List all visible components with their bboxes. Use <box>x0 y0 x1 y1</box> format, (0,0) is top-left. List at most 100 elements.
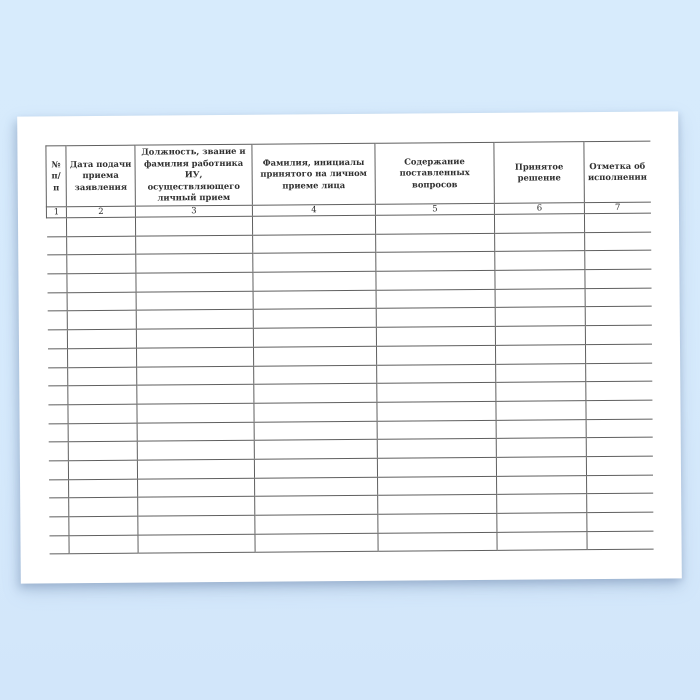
empty-cell <box>48 441 69 461</box>
empty-cell <box>253 402 378 422</box>
empty-cell <box>253 346 377 366</box>
empty-cell <box>376 382 496 403</box>
empty-cell <box>496 493 587 514</box>
empty-cell <box>494 232 585 252</box>
empty-cell <box>376 307 496 328</box>
empty-cell <box>254 439 378 460</box>
empty-cell <box>135 216 253 236</box>
empty-cell <box>585 381 652 401</box>
empty-cell <box>66 217 136 237</box>
empty-cell <box>376 289 496 309</box>
column-number: 6 <box>494 202 585 215</box>
empty-cell <box>68 497 138 517</box>
empty-cell <box>137 421 255 442</box>
empty-cell <box>136 328 254 348</box>
empty-cell <box>586 456 653 476</box>
empty-cell <box>252 271 377 292</box>
empty-cell <box>585 400 653 420</box>
empty-cell <box>46 255 67 274</box>
empty-cell <box>585 343 652 364</box>
empty-cell <box>584 269 652 289</box>
empty-cell <box>495 325 586 346</box>
empty-cell <box>586 512 653 532</box>
empty-cell <box>66 273 137 293</box>
empty-cell <box>253 383 377 404</box>
empty-cell <box>68 478 138 499</box>
col-header-execution-mark: Отметка об исполнении <box>583 141 651 203</box>
empty-cell <box>495 400 587 420</box>
empty-cell <box>377 419 497 440</box>
empty-cell <box>135 253 253 274</box>
col-header-visitor-name: Фамилия, инициалы принятого на личном пр… <box>251 143 376 206</box>
empty-cell <box>377 494 497 515</box>
empty-cell <box>67 347 137 368</box>
empty-cell <box>48 423 69 443</box>
column-number: 3 <box>135 205 253 218</box>
empty-cell <box>584 231 651 252</box>
empty-cell <box>494 269 586 290</box>
empty-cell <box>46 236 67 256</box>
empty-cell <box>375 251 495 272</box>
empty-cell <box>136 347 254 367</box>
col-header-number: № п/п <box>45 145 67 207</box>
empty-cell <box>137 533 256 554</box>
empty-cell <box>136 309 254 330</box>
empty-cell <box>66 254 136 274</box>
column-number: 1 <box>46 206 67 218</box>
empty-cell <box>137 515 255 535</box>
empty-cell <box>137 459 255 479</box>
empty-cell <box>46 217 67 237</box>
empty-cell <box>67 366 137 386</box>
empty-cell <box>47 404 69 424</box>
empty-cell <box>495 381 586 402</box>
empty-cell <box>68 422 138 442</box>
empty-cell <box>586 418 653 438</box>
empty-cell <box>377 438 497 459</box>
empty-cell <box>377 532 498 552</box>
empty-cell <box>252 252 376 273</box>
empty-cell <box>47 311 68 330</box>
empty-cell <box>495 363 586 383</box>
empty-cell <box>584 213 651 233</box>
empty-cell <box>496 475 587 495</box>
empty-cell <box>47 367 68 387</box>
empty-cell <box>584 250 651 270</box>
col-header-questions: Содержание поставленных вопросов <box>374 142 495 205</box>
empty-cell <box>47 385 68 405</box>
journal-table-body <box>46 213 654 555</box>
empty-cell <box>253 327 377 348</box>
empty-cell <box>254 458 378 478</box>
empty-cell <box>252 233 376 254</box>
empty-cell <box>67 329 137 349</box>
empty-cell <box>253 290 377 310</box>
empty-cell <box>586 493 653 513</box>
empty-cell <box>254 514 378 534</box>
empty-cell <box>66 235 136 256</box>
empty-cell <box>67 385 137 405</box>
empty-cell <box>585 362 652 382</box>
empty-cell <box>585 325 652 345</box>
empty-cell <box>137 496 255 517</box>
empty-cell <box>494 213 585 234</box>
empty-cell <box>586 530 654 551</box>
empty-cell <box>586 474 653 494</box>
empty-cell <box>135 272 254 292</box>
col-header-receiving-official: Должность, звание и фамилия работника ИУ… <box>134 144 253 207</box>
empty-cell <box>68 441 138 461</box>
paper-sheet: № п/п Дата подачи приема заявления Должн… <box>17 111 682 584</box>
empty-cell <box>377 457 497 477</box>
empty-cell <box>586 437 653 457</box>
empty-cell <box>376 326 496 347</box>
empty-cell <box>48 460 69 480</box>
empty-cell <box>137 440 255 461</box>
empty-cell <box>136 384 254 405</box>
empty-cell <box>67 404 138 424</box>
empty-cell <box>495 288 586 308</box>
empty-cell <box>494 251 585 271</box>
empty-cell <box>496 531 588 551</box>
empty-journal-row <box>48 530 654 555</box>
empty-cell <box>253 364 377 385</box>
empty-cell <box>496 512 587 533</box>
empty-cell <box>376 345 496 365</box>
column-number: 7 <box>584 202 651 214</box>
